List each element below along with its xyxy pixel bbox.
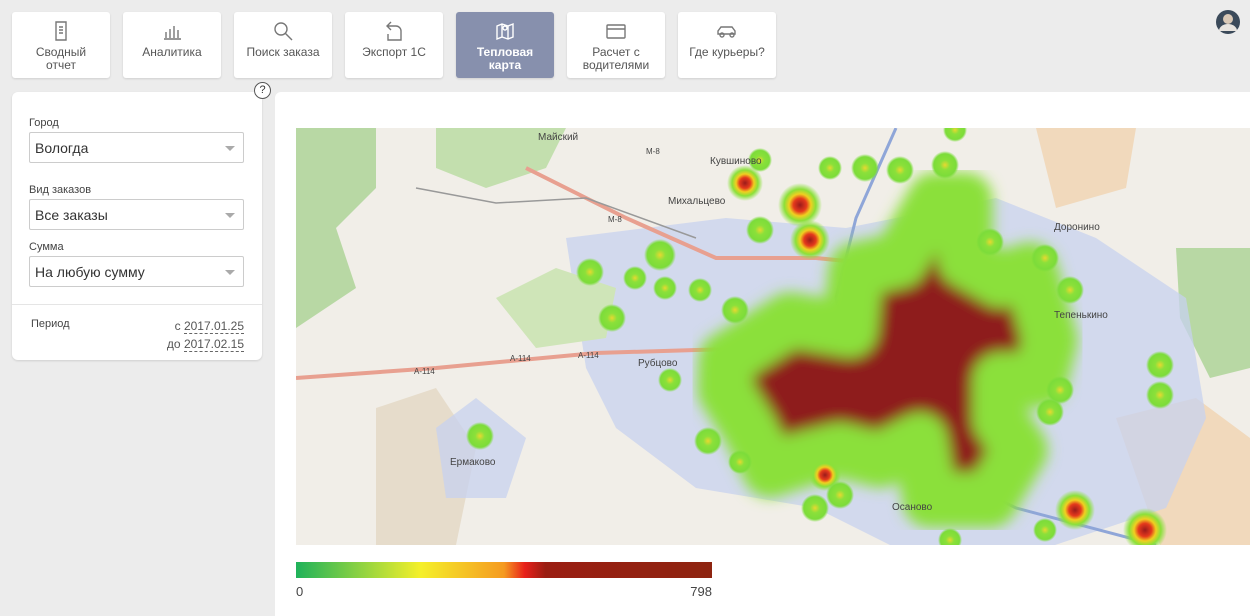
legend-bar (296, 562, 712, 578)
heat-spot (658, 368, 682, 392)
heat-spot (976, 228, 1004, 256)
heat-spot (748, 148, 772, 172)
legend-min: 0 (296, 584, 303, 599)
heat-spot (746, 216, 774, 244)
road-label: А-114 (510, 354, 531, 363)
nav-label: Экспорт 1С (362, 45, 426, 59)
heat-spot (1056, 276, 1084, 304)
heat-spot (466, 422, 494, 450)
legend-max: 798 (690, 584, 712, 599)
heat-spot (1123, 508, 1167, 545)
heat-spot (818, 156, 842, 180)
filter-panel: Город Вологда Вид заказов Все заказы Сум… (12, 92, 262, 360)
select[interactable]: Вологда (29, 132, 244, 163)
heat-spot (1146, 381, 1174, 409)
map-label: Осаново (892, 502, 933, 513)
nav: Сводный отчет Аналитика Поиск заказа Экс… (12, 12, 776, 78)
nav-button[interactable]: Тепловая карта (456, 12, 554, 78)
heat-spot (728, 450, 752, 474)
road-label: М-8 (646, 147, 660, 156)
nav-button[interactable]: Сводный отчет (12, 12, 110, 78)
heat-spot (727, 165, 763, 201)
map-label: Майский (538, 132, 578, 143)
map-label: Рубцово (638, 357, 678, 369)
nav-label: Тепловая карта (476, 45, 534, 72)
heat-spot (851, 154, 879, 182)
heat-spot (1055, 490, 1095, 530)
heat-spot (1033, 518, 1057, 542)
nav-button[interactable]: Экспорт 1С (345, 12, 443, 78)
heat-spot (694, 427, 722, 455)
select[interactable]: Все заказы (29, 199, 244, 230)
map-label: Ермаково (450, 457, 496, 468)
heat-spot (623, 266, 647, 290)
heat-spot (886, 156, 914, 184)
nav-button[interactable]: Поиск заказа (234, 12, 332, 78)
map-label: Тепенькино (1054, 310, 1108, 321)
nav-label: Аналитика (142, 45, 202, 59)
heat-map[interactable]: Майский Кувшиново Михальцево Доронино Те… (296, 128, 1250, 545)
divider (12, 304, 262, 305)
map-label: Михальцево (668, 196, 726, 207)
heat-spot (931, 151, 959, 179)
road-label: М-8 (608, 215, 622, 224)
road-label: А-114 (414, 367, 435, 376)
date-from[interactable]: 2017.01.25 (183, 319, 244, 334)
nav-button[interactable]: Аналитика (123, 12, 221, 78)
heat-spot (1036, 398, 1064, 426)
heat-spot (576, 258, 604, 286)
heat-spot (943, 128, 967, 142)
heat-spot (801, 494, 829, 522)
nav-button[interactable]: Где курьеры? (678, 12, 776, 78)
heat-spot (778, 183, 822, 227)
from-prefix: с (174, 319, 181, 333)
period: с 2017.01.25 до 2017.02.15 (167, 317, 244, 353)
avatar[interactable] (1214, 8, 1242, 36)
heat-legend: 0 798 (296, 562, 712, 599)
field-label: Город (29, 117, 59, 129)
nav-label: Где курьеры? (689, 45, 765, 59)
road-label: А-114 (578, 351, 599, 360)
map-label: Доронино (1054, 222, 1100, 233)
heat-spot (688, 278, 712, 302)
heat-spot (1146, 351, 1174, 379)
heat-spot (598, 304, 626, 332)
heat-spot (653, 276, 677, 300)
nav-label: Сводный отчет (35, 45, 87, 72)
nav-button[interactable]: Расчет с водителями (567, 12, 665, 78)
help-icon[interactable]: ? (254, 82, 271, 99)
heat-spot (790, 220, 830, 260)
map-label: Кувшиново (710, 156, 762, 167)
nav-label: Расчет с водителями (582, 45, 650, 72)
heat-spot (1031, 244, 1059, 272)
heat-spot (826, 481, 854, 509)
nav-label: Поиск заказа (246, 45, 320, 59)
field-label: Сумма (29, 241, 64, 253)
select[interactable]: На любую сумму (29, 256, 244, 287)
period-label: Период (31, 318, 70, 330)
to-prefix: до (166, 337, 181, 351)
date-to[interactable]: 2017.02.15 (183, 337, 244, 352)
heat-spot (721, 296, 749, 324)
field-label: Вид заказов (29, 184, 92, 196)
heat-spot (644, 239, 676, 271)
heat-spot (1046, 376, 1074, 404)
heat-spot (938, 528, 962, 545)
